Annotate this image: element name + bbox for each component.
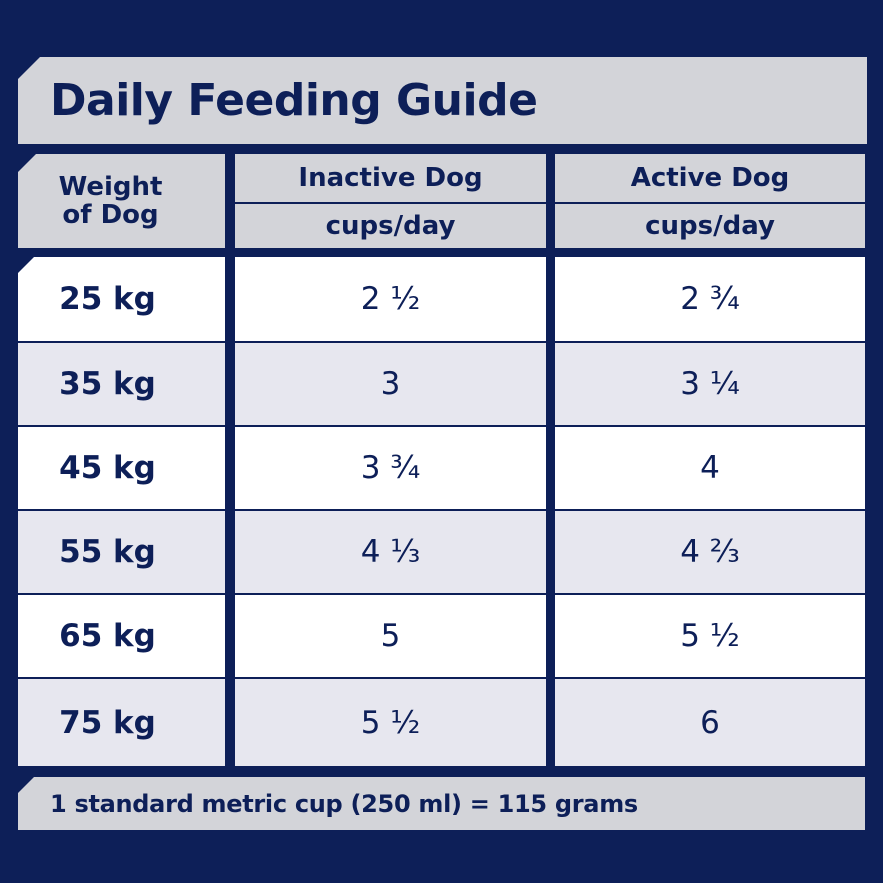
table-row-weight: 75 kg — [18, 679, 225, 766]
active-value: 4 ⅔ — [680, 534, 740, 570]
active-cell: 2 ¾ — [555, 257, 865, 341]
active-header-label: Active Dog — [630, 163, 790, 193]
active-cell: 5 ½ — [555, 595, 865, 677]
active-value: 4 — [700, 450, 720, 486]
active-column-header: Active Dog — [555, 154, 865, 202]
table-row-weight: 25 kg — [18, 257, 225, 341]
inactive-header-label: Inactive Dog — [298, 163, 483, 193]
active-value: 6 — [700, 704, 720, 741]
inactive-value: 2 ½ — [360, 281, 421, 317]
weight-cell: 35 kg — [59, 366, 156, 402]
table-row-weight: 55 kg — [18, 511, 225, 593]
inactive-unit-header: cups/day — [235, 204, 546, 248]
inactive-cell: 5 — [235, 595, 546, 677]
active-cell: 4 ⅔ — [555, 511, 865, 593]
title-bar: Daily Feeding Guide — [18, 57, 867, 144]
weight-cell: 25 kg — [59, 281, 156, 317]
weight-header-line2: of Dog — [62, 200, 159, 230]
inactive-cell: 5 ½ — [235, 679, 546, 766]
inactive-value: 5 — [380, 618, 401, 654]
inactive-value: 3 ¾ — [360, 450, 421, 486]
table-row-weight: 35 kg — [18, 343, 225, 425]
page-title: Daily Feeding Guide — [50, 75, 538, 126]
inactive-unit-label: cups/day — [325, 211, 456, 241]
inactive-value: 4 ⅓ — [360, 534, 421, 570]
active-value: 2 ¾ — [680, 281, 740, 317]
active-unit-header: cups/day — [555, 204, 865, 248]
footer-note: 1 standard metric cup (250 ml) = 115 gra… — [50, 789, 638, 818]
active-value: 5 ½ — [680, 618, 740, 654]
weight-header-line1: Weight — [58, 172, 163, 202]
inactive-cell: 4 ⅓ — [235, 511, 546, 593]
inactive-value: 3 — [380, 366, 401, 402]
active-value: 3 ¼ — [680, 366, 740, 402]
active-cell: 4 — [555, 427, 865, 509]
active-cell: 3 ¼ — [555, 343, 865, 425]
inactive-cell: 3 ¾ — [235, 427, 546, 509]
inactive-column-header: Inactive Dog — [235, 154, 546, 202]
table-row-weight: 65 kg — [18, 595, 225, 677]
inactive-cell: 2 ½ — [235, 257, 546, 341]
active-unit-label: cups/day — [645, 211, 775, 241]
table-row-weight: 45 kg — [18, 427, 225, 509]
inactive-cell: 3 — [235, 343, 546, 425]
weight-cell: 65 kg — [59, 618, 156, 654]
weight-column-header: Weight of Dog — [18, 154, 225, 248]
footer-note-bar: 1 standard metric cup (250 ml) = 115 gra… — [18, 777, 865, 830]
inactive-value: 5 ½ — [360, 704, 421, 741]
weight-cell: 75 kg — [59, 704, 156, 741]
weight-cell: 45 kg — [59, 450, 156, 486]
weight-cell: 55 kg — [59, 534, 156, 570]
active-cell: 6 — [555, 679, 865, 766]
